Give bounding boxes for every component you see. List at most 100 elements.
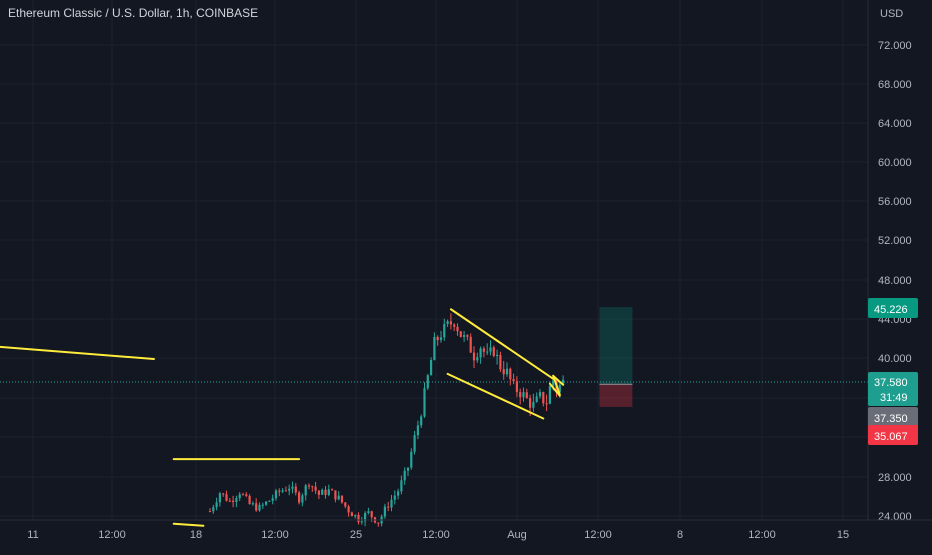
trendline[interactable]	[0, 345, 155, 360]
candle-body	[456, 326, 459, 332]
candle-body	[416, 425, 419, 436]
candle-body	[268, 500, 271, 502]
long-position-tool[interactable]	[599, 307, 633, 407]
candle-body	[350, 512, 353, 517]
candle-body	[558, 384, 561, 393]
candle-body	[562, 379, 565, 385]
time-tick-label: 12:00	[98, 529, 126, 541]
candle-body	[314, 486, 317, 491]
candle-body	[492, 347, 495, 357]
candle-body	[377, 522, 380, 524]
trendline[interactable]	[446, 372, 545, 420]
time-tick-label: Aug	[507, 529, 527, 541]
candle-body	[519, 392, 522, 398]
last-price-badge: 37.580 31:49	[868, 372, 918, 406]
candle-body	[265, 501, 268, 505]
candle-body	[479, 348, 482, 358]
currency-label[interactable]: USD	[880, 8, 904, 20]
candle-body	[505, 368, 509, 375]
candle-body	[512, 379, 515, 382]
time-tick-label: 15	[837, 529, 849, 541]
candle-body	[258, 504, 261, 511]
candle-body	[423, 388, 426, 417]
time-axis[interactable]: 11 12:00 18 12:00 25 12:00 Aug 12:00 8 12:00 15	[0, 519, 932, 541]
time-tick-label: 11	[27, 529, 38, 541]
candle-body	[228, 500, 231, 502]
candle-body	[406, 467, 410, 471]
candle-body	[360, 521, 363, 523]
candle-body	[472, 352, 476, 361]
svg-text:37.350: 37.350	[874, 413, 908, 425]
candle-body	[364, 512, 367, 522]
stop-price-badge: 35.067	[868, 425, 918, 445]
candle-body	[522, 392, 525, 398]
candle-body	[294, 486, 297, 493]
price-tick-label: 64.000	[878, 118, 912, 130]
candle-body	[410, 451, 413, 468]
candle-body	[281, 490, 284, 492]
price-axis[interactable]: 72.000 68.000 64.000 60.000 56.000 52.000 48.0…	[867, 0, 918, 523]
candle-body	[538, 392, 542, 397]
candle-body	[525, 392, 528, 399]
candle-body	[413, 435, 416, 452]
candle-body	[324, 489, 327, 495]
candle-body	[337, 495, 340, 500]
candle-body	[212, 507, 215, 512]
target-price-badge: 45.226	[868, 298, 918, 318]
candle-body	[208, 511, 212, 513]
candle-body	[542, 392, 545, 404]
candle-body	[535, 396, 538, 402]
candle-body	[403, 470, 406, 481]
trendline[interactable]	[552, 374, 565, 386]
grid	[0, 0, 868, 520]
candle-body	[476, 357, 479, 361]
candle-body	[390, 499, 393, 508]
price-tick-label: 52.000	[878, 235, 912, 247]
profit-zone[interactable]	[599, 307, 633, 385]
candle-body	[367, 511, 370, 513]
time-tick-label: 8	[677, 529, 683, 541]
price-tick-label: 24.000	[878, 511, 912, 523]
trendline[interactable]	[548, 382, 561, 397]
svg-text:37.580: 37.580	[874, 377, 908, 389]
candle-body	[238, 494, 241, 499]
svg-text:45.226: 45.226	[874, 304, 908, 316]
candle-body	[301, 495, 304, 503]
candle-body	[443, 324, 446, 338]
candle-body	[552, 380, 555, 387]
candle-body	[278, 490, 281, 492]
candle-body	[334, 490, 337, 500]
candle-body	[393, 495, 396, 500]
time-tick-label: 12:00	[584, 529, 612, 541]
candle-body	[291, 486, 294, 489]
candle-body	[387, 506, 390, 508]
candle-body	[248, 495, 251, 504]
candle-body	[347, 506, 350, 513]
candle-body	[261, 504, 264, 506]
symbol-title[interactable]: Ethereum Classic / U.S. Dollar, 1h, COIN…	[8, 6, 259, 20]
price-tick-label: 40.000	[878, 353, 912, 365]
bar-countdown: 31:49	[880, 392, 908, 404]
candle-body	[241, 494, 245, 496]
trendline[interactable]	[172, 522, 205, 527]
candle-body	[344, 502, 347, 507]
candle-body	[499, 354, 502, 370]
candle-body	[327, 489, 330, 495]
trendline[interactable]	[449, 308, 555, 380]
candle-body	[466, 335, 469, 337]
candle-body	[307, 485, 311, 487]
candle-body	[304, 485, 307, 496]
candle-body	[502, 369, 505, 375]
candle-body	[354, 514, 357, 517]
loss-zone[interactable]	[599, 384, 633, 407]
trendlines[interactable]	[0, 308, 565, 527]
candle-body	[222, 493, 225, 495]
candle-body	[400, 480, 403, 492]
candle-body	[496, 354, 499, 357]
time-tick-label: 18	[190, 529, 202, 541]
trendline[interactable]	[552, 374, 561, 396]
candle-body	[232, 500, 235, 502]
candle-body	[298, 492, 301, 503]
price-tick-label: 48.000	[878, 275, 912, 287]
